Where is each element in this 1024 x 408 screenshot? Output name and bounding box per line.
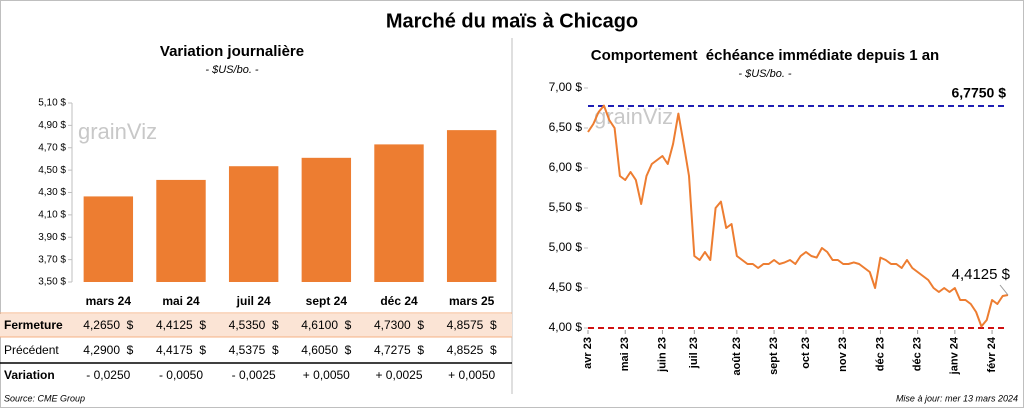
update-note: Mise à jour: mer 13 mars 2024 [896,393,1018,403]
watermark: grainViz [78,119,157,144]
table-cell: 4,5375 $ [229,343,279,357]
y-tick-label: 5,10 $ [38,98,66,109]
source: Source: CME Group [4,393,85,403]
table-cell: 4,2650 $ [83,318,133,332]
table-cell: 4,5350 $ [229,318,279,332]
y-tick-label: 5,50 $ [549,200,583,214]
reference-label: 6,7750 $ [952,85,1007,101]
y-tick-label: 3,50 $ [38,277,66,288]
x-tick-label: juil 23 [688,337,700,369]
page-title: Marché du maïs à Chicago [386,10,638,32]
table-cell: 4,4175 $ [156,343,206,357]
watermark: grainViz [594,104,673,129]
table-cell: 4,8525 $ [447,343,497,357]
table-cell: 4,7300 $ [374,318,424,332]
row-label: Variation [4,368,55,382]
x-tick-label: sept 23 [768,337,780,375]
chart-title: Comportement échéance immédiate depuis 1… [591,47,939,64]
x-tick-label: avr 23 [582,337,594,369]
bar [83,196,134,282]
table-cell: + 0,0050 [448,368,495,382]
y-tick-label: 4,10 $ [38,210,66,221]
row-label: Fermeture [4,318,63,332]
x-tick-label: nov 23 [837,337,849,372]
price-line [587,104,1009,328]
x-tick-label: févr 24 [986,336,998,372]
table-cell: 4,6050 $ [301,343,351,357]
y-tick-label: 4,50 $ [549,280,583,294]
table-cell: 4,4125 $ [156,318,206,332]
chart-subtitle: - $US/bo. - [738,68,792,80]
table-cell: + 0,0050 [303,368,350,382]
y-tick-label: 6,00 $ [549,160,583,174]
y-tick-label: 5,00 $ [549,240,583,254]
bar [156,179,206,282]
x-tick-label: mai 24 [162,294,200,308]
chart-subtitle: - $US/bo. - [205,64,259,76]
bar [228,166,279,282]
y-tick-label: 4,00 $ [549,320,583,334]
x-tick-label: janv 24 [949,336,961,375]
table-cell: + 0,0025 [375,368,422,382]
table-cell: - 0,0050 [159,368,203,382]
x-tick-label: juil 24 [236,294,271,308]
y-tick-label: 4,30 $ [38,187,66,198]
table-cell: - 0,0025 [232,368,276,382]
x-tick-label: mars 25 [449,294,495,308]
row-highlight [0,314,512,337]
table-cell: 4,7275 $ [374,343,424,357]
x-tick-label: juin 23 [656,337,668,373]
x-tick-label: déc 23 [912,337,924,371]
table-cell: 4,6100 $ [301,318,351,332]
bar [374,144,424,282]
row-label: Précédent [4,343,59,357]
y-tick-label: 3,70 $ [38,254,66,265]
y-tick-label: 4,70 $ [38,142,66,153]
x-tick-label: déc 24 [380,294,418,308]
table-cell: 4,2900 $ [83,343,133,357]
x-tick-label: oct 23 [800,337,812,369]
chart-title: Variation journalière [160,43,304,60]
table-cell: - 0,0250 [86,368,130,382]
y-tick-label: 4,50 $ [38,165,66,176]
x-tick-label: mars 24 [86,294,132,308]
bar [446,130,497,282]
annotation-leader [999,284,1009,296]
annotation: 4,4125 $ [952,266,1011,283]
x-tick-label: août 23 [731,337,743,376]
y-tick-label: 3,90 $ [38,232,66,243]
x-tick-label: déc 23 [874,337,886,371]
y-tick-label: 7,00 $ [549,80,583,94]
x-tick-label: mai 23 [619,337,631,371]
table-cell: 4,8575 $ [447,318,497,332]
bar [301,157,352,282]
y-tick-label: 6,50 $ [549,120,583,134]
y-tick-label: 4,90 $ [38,120,66,131]
x-tick-label: sept 24 [306,294,348,308]
